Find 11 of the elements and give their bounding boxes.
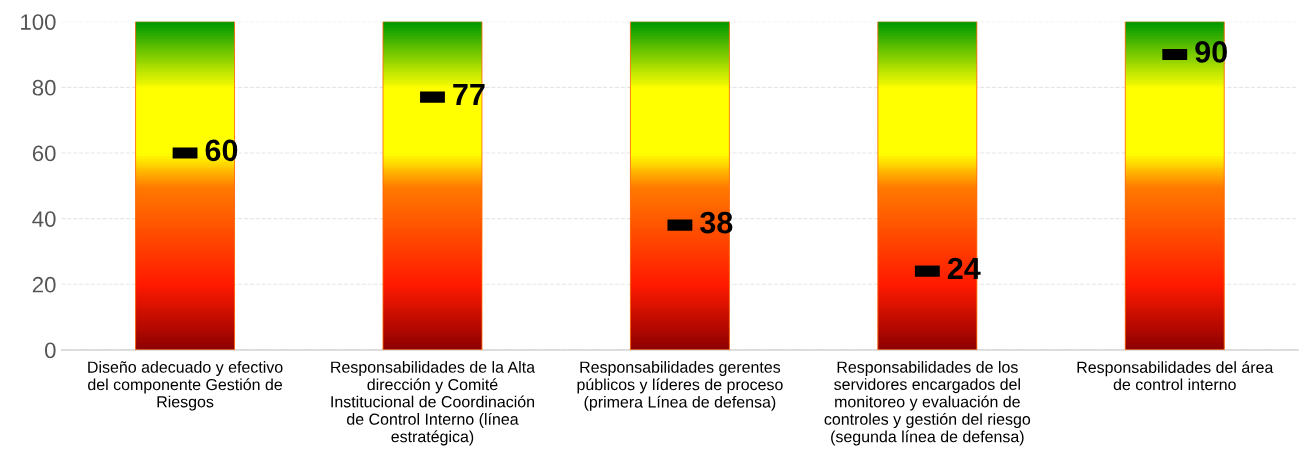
y-tick-label: 60 [32, 145, 56, 162]
x-tick-label: Responsabilidades de los servidores encargados del monitoreo y evaluación de controles y gestión del riesgo (segunda línea de defensa) [824, 361, 1031, 446]
y-tick-label: 80 [32, 79, 56, 96]
x-tick-label: Responsabilidades del área de control interno [1077, 361, 1274, 391]
y-tick-label: 20 [32, 276, 56, 293]
y-tick-label: 40 [32, 211, 56, 227]
x-tick-label: Responsabilidades gerentes públicos y líderes de proceso (primera Línea de defensa) [577, 361, 783, 411]
y-tick-label: 100 [21, 14, 56, 30]
x-tick-label: Responsabilidades de la Alta dirección y Comité Institucional de Coordinación de Control Interno (línea estratégica) [331, 361, 536, 446]
x-tick-label: Diseño adecuado y efectivo del componente Gestión de Riesgos [88, 361, 283, 411]
y-tick-label: 0 [44, 342, 56, 359]
